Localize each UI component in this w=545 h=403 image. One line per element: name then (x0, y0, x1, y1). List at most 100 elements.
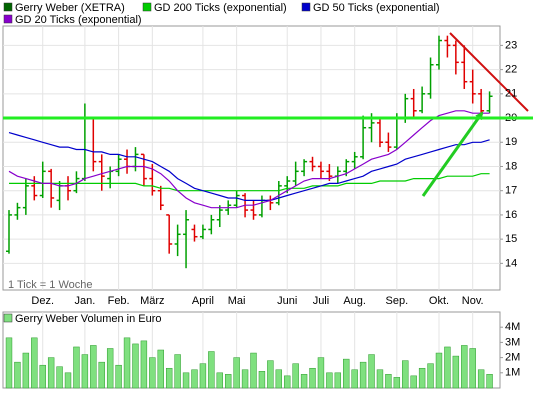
y-tick-label: 4M (505, 321, 520, 333)
volume-bar (393, 377, 401, 389)
legend-swatch (301, 2, 311, 12)
volume-bar (241, 369, 249, 389)
volume-bar (208, 351, 215, 389)
legend-label: Gerry Weber Volumen in Euro (15, 313, 162, 325)
volume-bar (132, 343, 139, 389)
volume-bar (64, 372, 72, 389)
volume-bar (182, 372, 190, 389)
volume-bar (469, 348, 476, 389)
legend-swatch (3, 313, 13, 323)
x-tick-label: März (140, 295, 164, 307)
volume-bar (275, 369, 282, 389)
volume-bar (444, 346, 451, 389)
y-tick-label: 15 (505, 233, 517, 245)
x-tick-label: Nov. (462, 295, 484, 307)
y-tick-label: 2M (505, 352, 520, 364)
legend-swatch (3, 14, 13, 24)
volume-bar (90, 345, 97, 389)
volume-bar (477, 369, 485, 389)
legend-swatch (3, 2, 13, 12)
volume-bar (334, 372, 342, 389)
x-tick-label: Juni (277, 295, 297, 307)
volume-bar (410, 375, 417, 389)
volume-bar (174, 354, 181, 389)
annotation: 1 Tick = 1 Woche (8, 279, 92, 291)
ma-line (8, 110, 490, 209)
volume-bar (39, 364, 46, 389)
ma-line (8, 132, 490, 201)
volume-bar (81, 354, 89, 389)
volume-bar (191, 369, 198, 389)
legend-label: GD 20 Ticks (exponential) (15, 14, 142, 26)
x-tick-label: April (192, 295, 214, 307)
volume-bar (225, 374, 232, 389)
volume-bar (140, 340, 148, 389)
volume-bar (435, 352, 443, 389)
y-tick-label: 3M (505, 336, 520, 348)
volume-bar (216, 372, 223, 389)
volume-bar (149, 357, 156, 389)
y-tick-label: 19 (505, 136, 517, 148)
volume-bar (351, 369, 358, 389)
volume-bar (106, 348, 114, 389)
x-tick-label: Feb. (108, 295, 130, 307)
ma-line (9, 173, 490, 192)
volume-bar (31, 337, 38, 389)
volume-bar (165, 367, 173, 389)
volume-bar (402, 360, 409, 389)
volume-bar (317, 357, 325, 389)
volume-bar (157, 349, 164, 389)
legend-label: Gerry Weber (XETRA) (15, 2, 125, 14)
y-tick-label: 16 (505, 209, 517, 221)
volume-bar (427, 363, 434, 389)
x-tick-label: Sep. (386, 295, 409, 307)
volume-bar (5, 337, 13, 389)
volume-bar (56, 366, 63, 389)
volume-bar (343, 358, 350, 389)
volume-bar (309, 367, 316, 389)
x-tick-label: Juli (313, 295, 330, 307)
legend-label: GD 200 Ticks (exponential) (154, 2, 287, 14)
x-tick-label: Jan. (74, 295, 95, 307)
volume-bar (418, 367, 426, 389)
volume-bar (258, 371, 266, 389)
volume-bar (123, 337, 131, 389)
x-tick-label: Dez. (31, 295, 54, 307)
y-tick-label: 23 (505, 39, 517, 51)
volume-bar (461, 345, 468, 389)
arrow (421, 111, 484, 197)
volume-bar (250, 352, 257, 389)
volume-bar (115, 364, 122, 389)
x-tick-label: Mai (228, 295, 246, 307)
volume-bar (284, 375, 291, 389)
volume-bar (47, 357, 55, 389)
legend-swatch (142, 2, 152, 12)
volume-bar (376, 369, 384, 389)
volume-bar (98, 361, 105, 389)
volume-bar (452, 355, 460, 389)
y-tick-label: 14 (505, 257, 517, 269)
y-tick-label: 21 (505, 88, 517, 100)
x-tick-label: Okt. (429, 295, 449, 307)
volume-bar (267, 360, 274, 389)
volume-bar (300, 374, 308, 389)
volume-bar (292, 363, 299, 389)
y-tick-label: 1M (505, 367, 520, 379)
volume-bar (385, 374, 392, 389)
trend-line (449, 32, 529, 112)
volume-bar (368, 354, 375, 389)
volume-bar (326, 372, 333, 389)
y-tick-label: 17 (505, 185, 517, 197)
volume-bar (14, 361, 21, 389)
y-tick-label: 22 (505, 64, 517, 76)
legend-label: GD 50 Ticks (exponential) (313, 2, 440, 14)
volume-bar (73, 346, 80, 389)
x-tick-label: Aug. (343, 295, 366, 307)
y-tick-label: 18 (505, 160, 517, 172)
volume-bar (233, 357, 240, 389)
volume-bar (199, 363, 207, 389)
volume-bar (486, 374, 493, 389)
volume-bar (22, 352, 30, 389)
